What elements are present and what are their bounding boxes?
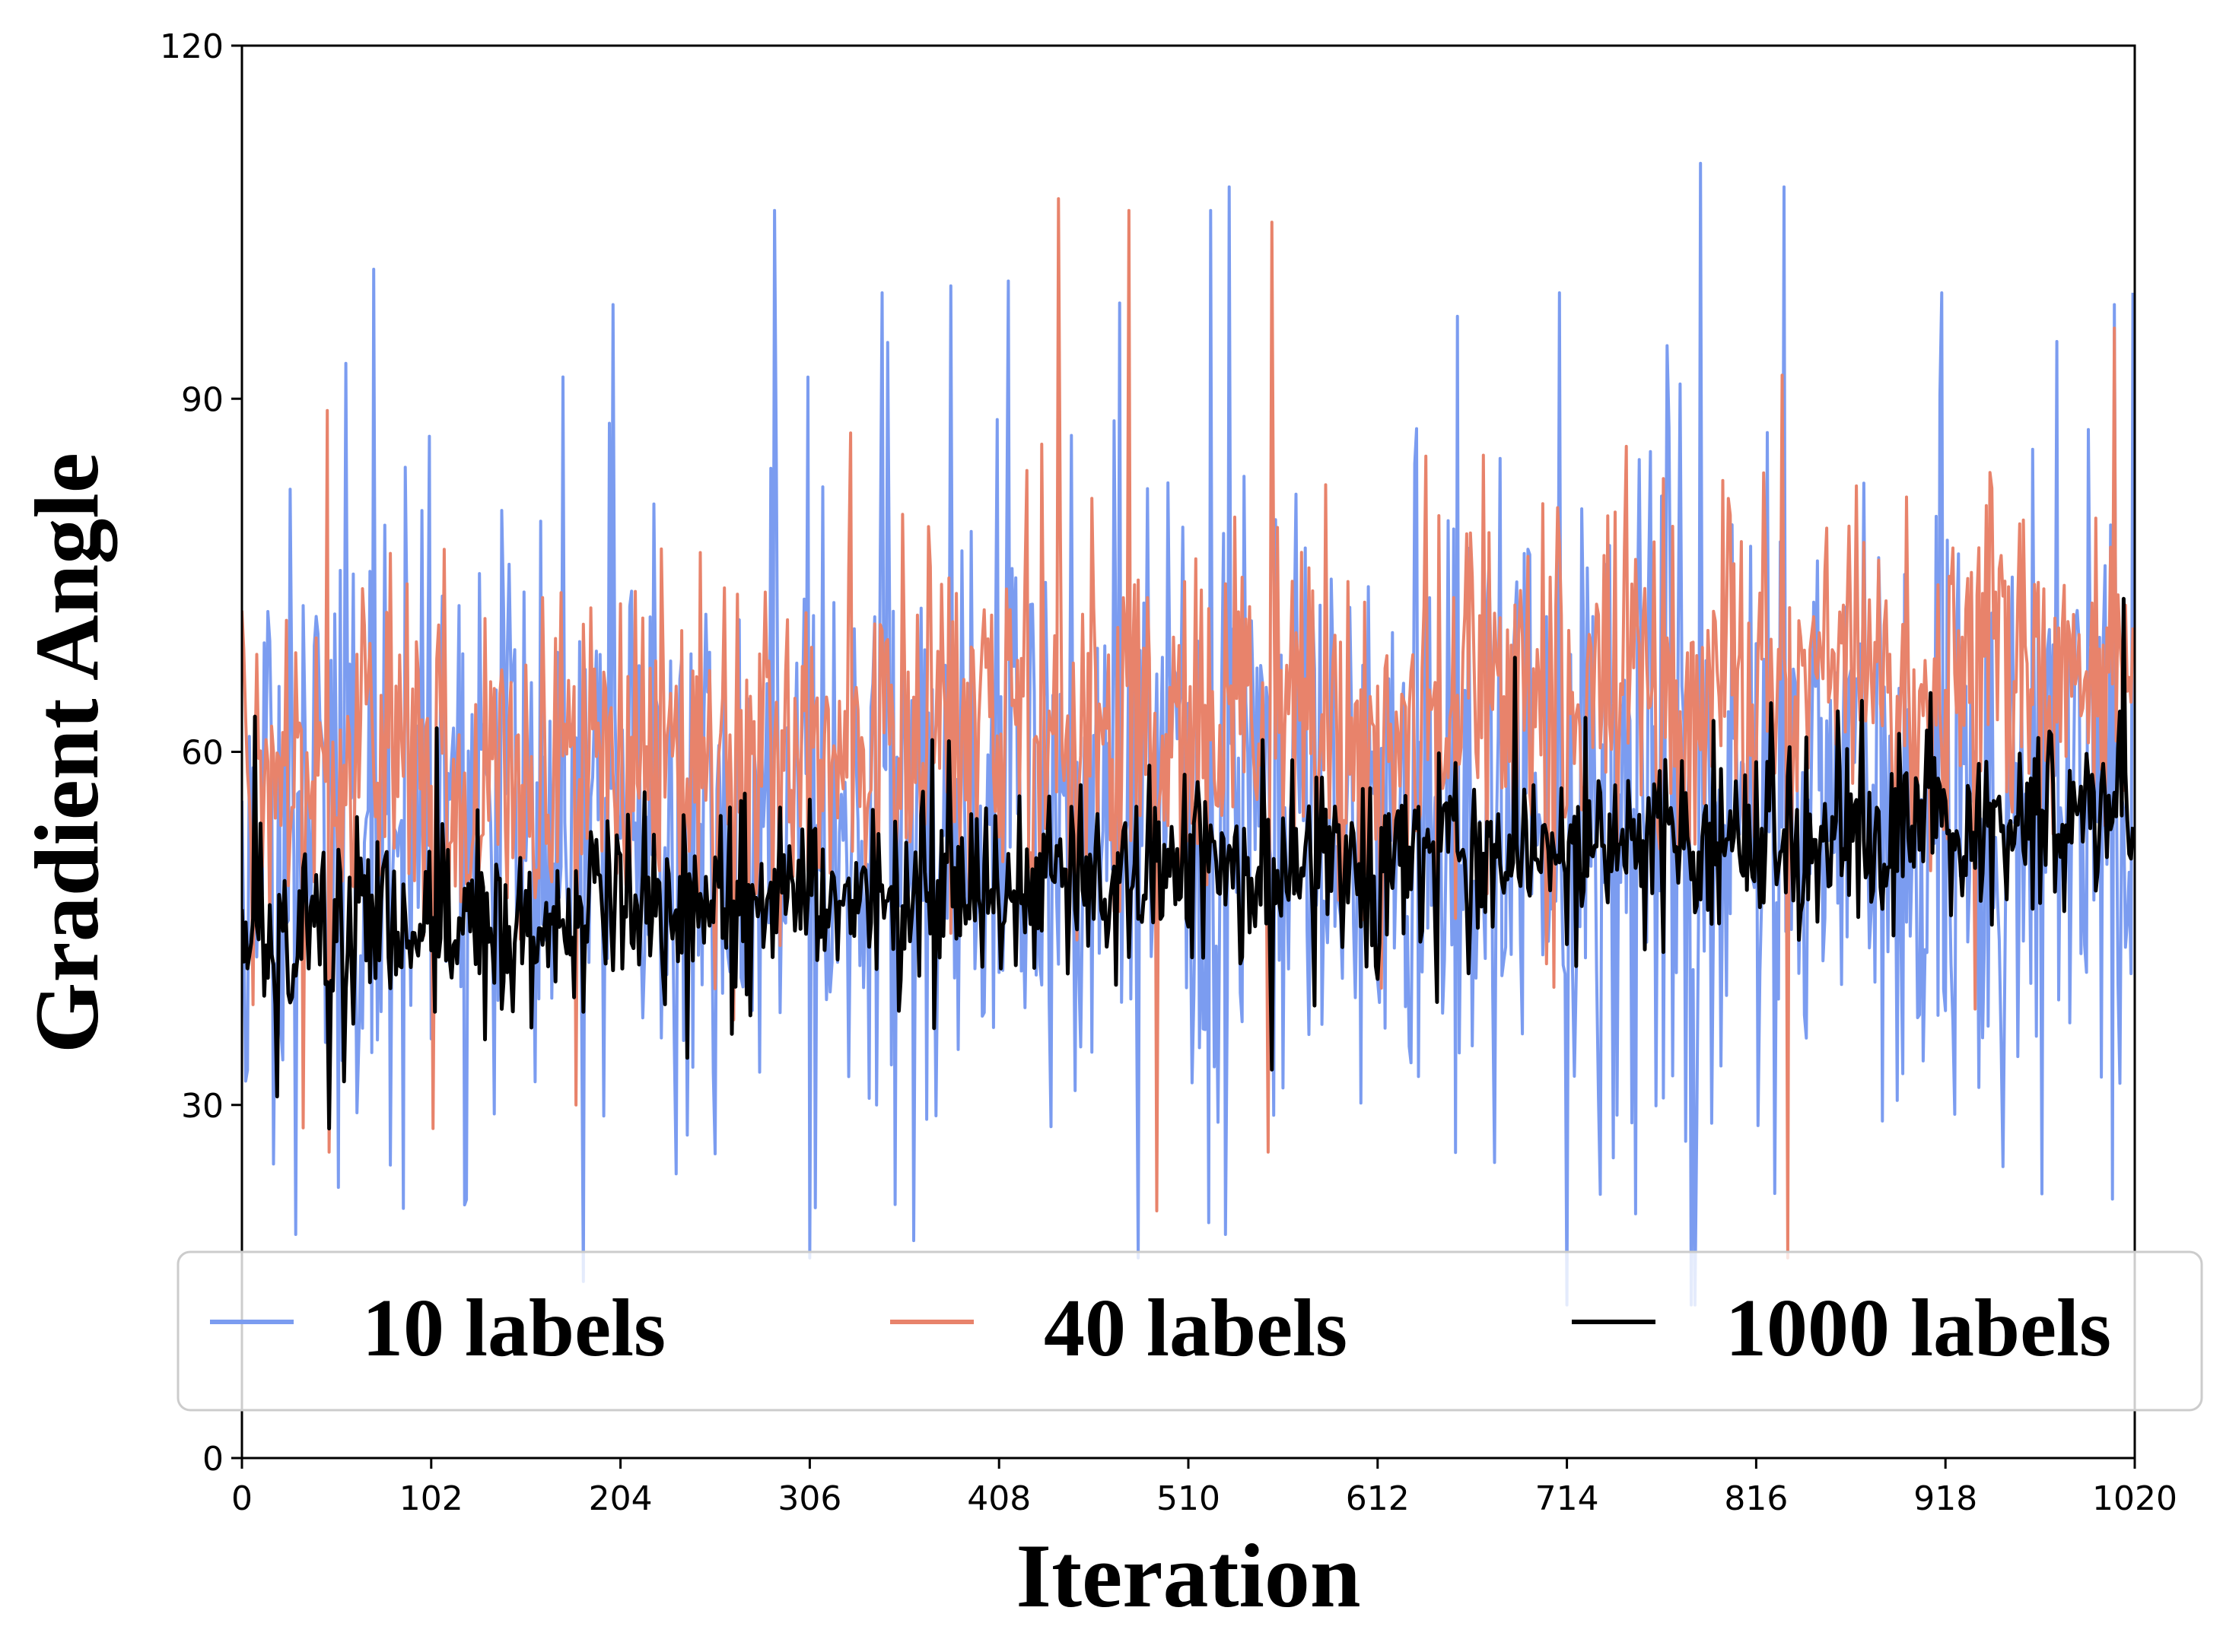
legend: 10 labels 40 labels 1000 labels [177, 1250, 2203, 1412]
legend-label-10-labels: 10 labels [362, 1283, 666, 1374]
x-tick-label: 306 [778, 1479, 841, 1518]
x-tick-label: 408 [967, 1479, 1031, 1518]
series-line-40-labels [242, 197, 2135, 1260]
legend-label-40-labels: 40 labels [1044, 1283, 1347, 1374]
x-tick-label: 918 [1913, 1479, 1977, 1518]
legend-box [177, 1250, 2203, 1412]
x-axis: 0 102 204 306 408 510 612 714 816 918 1020 [231, 1458, 2177, 1518]
y-tick-label: 0 [202, 1440, 224, 1479]
x-tick-label: 204 [589, 1479, 653, 1518]
y-axis: 0 30 60 90 120 [160, 27, 242, 1479]
y-tick-label: 120 [160, 27, 224, 66]
y-tick-label: 30 [181, 1087, 224, 1126]
x-axis-title: Iteration [1016, 1525, 1360, 1626]
y-tick-label: 90 [181, 380, 224, 419]
x-tick-label: 612 [1346, 1479, 1410, 1518]
x-tick-label: 102 [399, 1479, 463, 1518]
series-layer [242, 161, 2135, 1307]
x-tick-label: 816 [1724, 1479, 1788, 1518]
legend-label-1000-labels: 1000 labels [1725, 1283, 2111, 1374]
x-tick-label: 510 [1156, 1479, 1220, 1518]
series-line-1000-labels [242, 596, 2135, 1131]
y-axis-title: Gradient Angle [16, 453, 118, 1053]
x-tick-label: 1020 [2092, 1479, 2177, 1518]
y-tick-label: 60 [181, 734, 224, 773]
x-tick-label: 714 [1535, 1479, 1599, 1518]
x-tick-label: 0 [231, 1479, 253, 1518]
